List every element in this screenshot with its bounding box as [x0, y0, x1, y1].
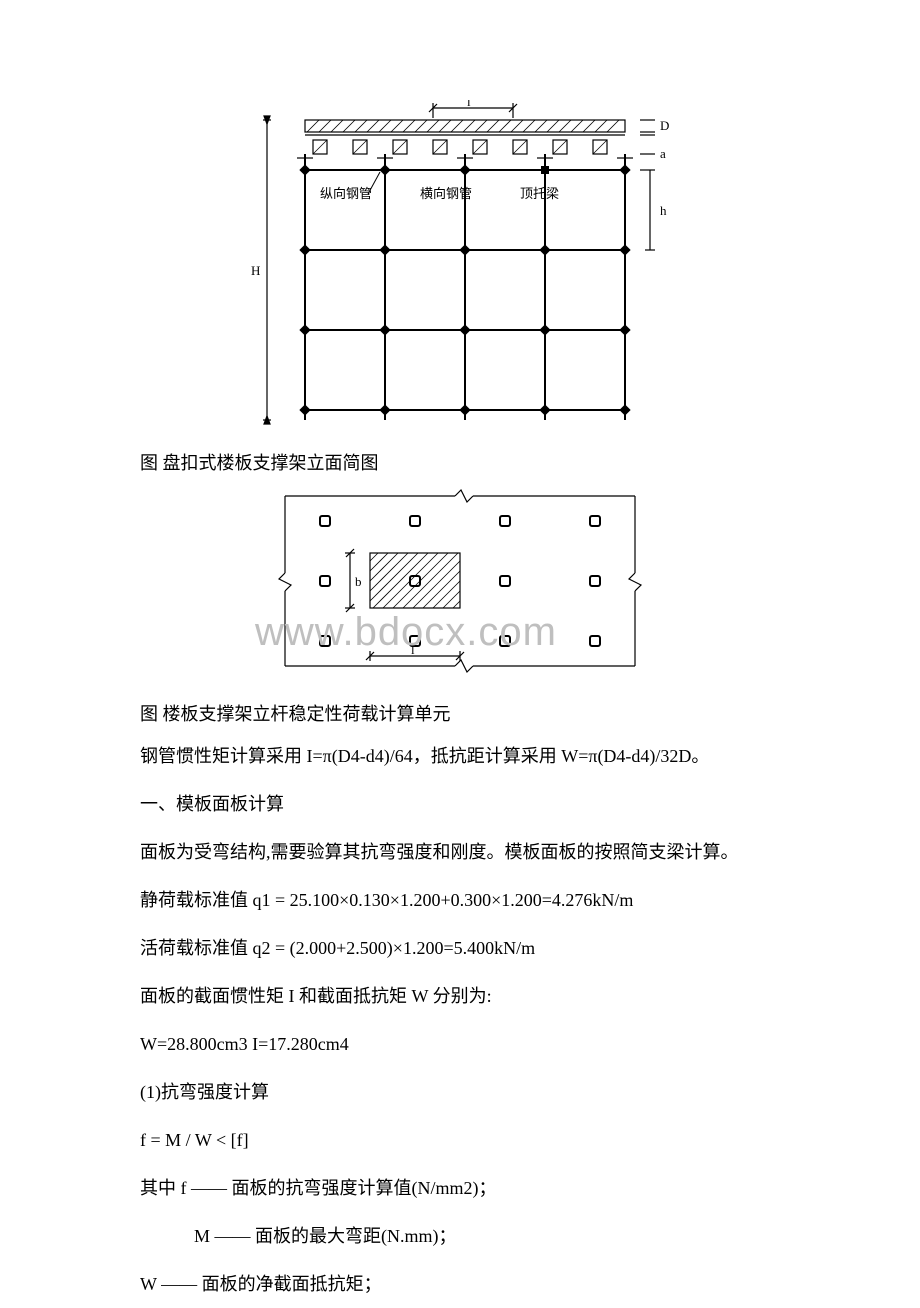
- para-3: 静荷载标准值 q1 = 25.100×0.130×1.200+0.300×1.2…: [140, 876, 780, 924]
- label-left: 纵向钢管: [320, 186, 372, 201]
- para-6: W=28.800cm3 I=17.280cm4: [140, 1020, 780, 1068]
- dim-D: D: [660, 118, 669, 133]
- para-7: (1)抗弯强度计算: [140, 1068, 780, 1116]
- dim-l2: l: [411, 642, 415, 657]
- para-5: 面板的截面惯性矩 I 和截面抵抗矩 W 分别为:: [140, 972, 780, 1020]
- figure-2-svg: b l: [265, 481, 655, 681]
- dim-h: h: [660, 203, 667, 218]
- para-9: 其中 f —— 面板的抗弯强度计算值(N/mm2)；: [140, 1164, 780, 1212]
- label-right: 顶托梁: [520, 186, 559, 201]
- label-mid: 横向钢管: [420, 186, 472, 201]
- heading-1: 一、模板面板计算: [140, 780, 780, 828]
- figure-1-svg: H l D a h 纵向钢管 横向钢管 顶托梁: [245, 100, 675, 430]
- dim-a: a: [660, 146, 666, 161]
- dim-l: l: [467, 100, 471, 109]
- para-11: W —— 面板的净截面抵抗矩；: [140, 1260, 780, 1308]
- para-10: M —— 面板的最大弯距(N.mm)；: [140, 1212, 780, 1260]
- figure-2: b l: [140, 481, 780, 686]
- para-8: f = M / W < [f]: [140, 1116, 780, 1164]
- dim-b: b: [355, 574, 362, 589]
- figure-1-caption: 图 盘扣式楼板支撑架立面简图: [140, 443, 780, 481]
- para-4: 活荷载标准值 q2 = (2.000+2.500)×1.200=5.400kN/…: [140, 924, 780, 972]
- figure-1: H l D a h 纵向钢管 横向钢管 顶托梁: [140, 100, 780, 435]
- dim-H: H: [251, 263, 260, 278]
- figure-2-caption: 图 楼板支撑架立杆稳定性荷载计算单元: [140, 694, 780, 732]
- para-2: 面板为受弯结构,需要验算其抗弯强度和刚度。模板面板的按照简支梁计算。: [140, 828, 780, 876]
- para-inertia: 钢管惯性矩计算采用 I=π(D4-d4)/64，抵抗距计算采用 W=π(D4-d…: [140, 732, 780, 780]
